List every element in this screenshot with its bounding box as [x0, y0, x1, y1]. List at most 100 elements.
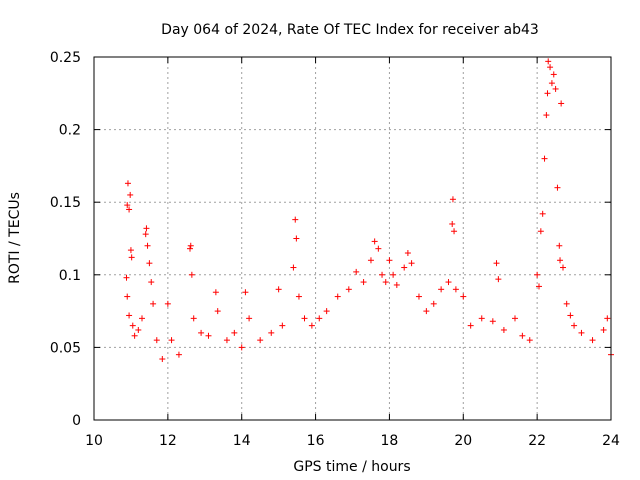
data-point: [135, 326, 142, 333]
data-point: [401, 264, 408, 271]
y-tick-label: 0: [72, 413, 81, 429]
data-point: [537, 228, 544, 235]
x-tick-label: 18: [381, 433, 399, 449]
data-point: [451, 228, 458, 235]
data-point: [188, 271, 195, 278]
x-tick-label: 10: [85, 433, 103, 449]
data-point: [353, 268, 360, 275]
data-point: [371, 238, 378, 245]
data-point: [511, 315, 518, 322]
data-point: [242, 289, 249, 296]
y-tick-label: 0.2: [59, 123, 81, 139]
data-point: [128, 254, 135, 261]
data-point: [495, 276, 502, 283]
data-point: [550, 71, 557, 78]
data-point: [316, 315, 323, 322]
data-point: [386, 257, 393, 264]
data-point: [268, 329, 275, 336]
data-point: [292, 216, 299, 223]
data-point: [123, 274, 130, 281]
x-tick-label: 24: [602, 433, 620, 449]
data-point: [430, 300, 437, 307]
data-point: [168, 337, 175, 344]
data-point: [548, 80, 555, 87]
data-point: [543, 112, 550, 119]
data-point: [164, 300, 171, 307]
data-point: [198, 329, 205, 336]
data-point: [567, 312, 574, 319]
data-point: [334, 293, 341, 300]
data-point: [308, 322, 315, 329]
data-point: [142, 231, 149, 238]
data-point: [604, 315, 611, 322]
data-point: [367, 257, 374, 264]
data-point: [489, 318, 496, 325]
data-point: [541, 155, 548, 162]
data-point: [526, 337, 533, 344]
data-point: [558, 100, 565, 107]
axis-ticks: 10 12 14 16 18 20 22 24 0 0.05 0.1 0.15 0.2 0.25: [50, 50, 620, 449]
data-point: [460, 293, 467, 300]
data-point: [175, 351, 182, 358]
data-point: [205, 332, 212, 339]
data-point: [290, 264, 297, 271]
data-point: [144, 242, 151, 249]
x-tick-label: 22: [528, 433, 546, 449]
data-point: [124, 180, 131, 187]
data-point: [131, 332, 138, 339]
y-axis-label: ROTI / TECUs: [7, 192, 23, 284]
x-tick-label: 16: [307, 433, 325, 449]
data-point: [223, 337, 230, 344]
data-point: [404, 250, 411, 257]
data-point: [445, 279, 452, 286]
data-point: [552, 85, 559, 92]
data-point: [153, 337, 160, 344]
data-point: [295, 293, 302, 300]
data-point: [301, 315, 308, 322]
data-point: [449, 220, 456, 227]
data-point: [452, 286, 459, 293]
data-point: [246, 315, 253, 322]
y-tick-label: 0.05: [50, 340, 81, 356]
data-point: [187, 245, 194, 252]
data-point: [534, 271, 541, 278]
data-point: [478, 315, 485, 322]
data-point: [600, 326, 607, 333]
data-point: [554, 184, 561, 191]
data-point: [535, 283, 542, 290]
data-point: [345, 286, 352, 293]
data-point: [393, 281, 400, 288]
data-point: [190, 315, 197, 322]
data-point: [547, 64, 554, 71]
data-point: [467, 322, 474, 329]
data-point: [544, 90, 551, 97]
x-tick-label: 20: [454, 433, 472, 449]
data-point: [557, 257, 564, 264]
x-tick-label: 12: [159, 433, 177, 449]
plot-frame: [93, 56, 612, 421]
data-point: [493, 260, 500, 267]
data-point: [126, 312, 133, 319]
data-point: [571, 322, 578, 329]
data-point: [146, 260, 153, 267]
data-point: [150, 300, 157, 307]
data-point: [143, 225, 150, 232]
data-point: [279, 322, 286, 329]
x-axis-label: GPS time / hours: [293, 459, 410, 475]
data-point: [212, 289, 219, 296]
y-tick-label: 0.15: [50, 195, 81, 211]
data-point: [379, 271, 386, 278]
data-point: [159, 356, 166, 363]
data-point: [129, 322, 136, 329]
data-point: [563, 300, 570, 307]
chart-title: Day 064 of 2024, Rate Of TEC Index for r…: [161, 22, 539, 38]
data-point: [275, 286, 282, 293]
x-tick-label: 14: [233, 433, 251, 449]
data-point: [360, 279, 367, 286]
data-point: [390, 271, 397, 278]
data-point: [539, 210, 546, 217]
data-point: [231, 329, 238, 336]
data-point: [382, 279, 389, 286]
data-point: [559, 264, 566, 271]
data-points: [123, 58, 614, 363]
